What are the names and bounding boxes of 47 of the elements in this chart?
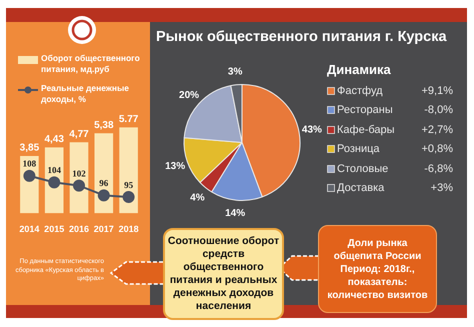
x-tick-label: 2014 xyxy=(19,224,40,234)
x-tick-label: 2017 xyxy=(94,224,114,234)
text: +0,8% xyxy=(420,143,453,156)
legend-label: Столовые xyxy=(337,162,390,175)
bar xyxy=(70,142,88,214)
x-tick-label: 2016 xyxy=(68,224,90,234)
data-label: 96 xyxy=(99,178,109,188)
legend-label: Фастфуд xyxy=(337,84,384,97)
text: +2,7% xyxy=(420,124,453,136)
data-label: 20% xyxy=(179,90,200,101)
data-label: 4,77 xyxy=(69,129,90,140)
legend-title: Динамика xyxy=(327,62,392,77)
text: +9,1% xyxy=(420,84,453,97)
text: Доли рынка общепита России Период: 2018г., показатель: количество визитов xyxy=(318,225,437,313)
point xyxy=(122,190,135,203)
data-label: 4,43 xyxy=(44,134,64,146)
text: +3% xyxy=(430,182,453,194)
legend-label: Реальные денежные доходы, % xyxy=(41,83,130,105)
text: Соотношение оборот средств общественного питания и реальных денежных доходов населения xyxy=(163,228,284,320)
data-label: 95 xyxy=(124,180,134,190)
data-label: 5.77 xyxy=(118,114,139,126)
point xyxy=(73,180,85,192)
legend-label: Розница xyxy=(337,143,381,156)
data-label: 14% xyxy=(225,208,246,219)
data-label: 4% xyxy=(190,192,205,204)
point xyxy=(23,170,36,182)
bar xyxy=(94,133,114,214)
x-tick-label: 2018 xyxy=(118,224,139,234)
legend-label: Оборот общественного питания, мд.руб xyxy=(41,53,141,75)
data-label: 43% xyxy=(302,124,322,136)
data-label: 104 xyxy=(47,165,62,176)
x-tick-label: 2015 xyxy=(44,224,64,234)
data-label: 3,85 xyxy=(20,142,40,154)
data-label: 102 xyxy=(72,168,86,178)
data-label: 3% xyxy=(228,66,242,78)
point xyxy=(98,189,110,202)
point xyxy=(48,176,60,188)
text: -6,8% xyxy=(423,162,453,175)
data-label: 5,38 xyxy=(94,120,114,131)
legend-label: Рестораны xyxy=(337,104,394,116)
data-label: 13% xyxy=(165,160,186,172)
chart-title: Рынок общественного питания г. Курска xyxy=(156,29,448,45)
data-label: 108 xyxy=(22,158,37,169)
bar xyxy=(119,127,138,214)
text: -8,0% xyxy=(423,104,453,116)
legend-label: Кафе-бары xyxy=(337,124,396,136)
legend-label: Доставка xyxy=(337,182,386,194)
